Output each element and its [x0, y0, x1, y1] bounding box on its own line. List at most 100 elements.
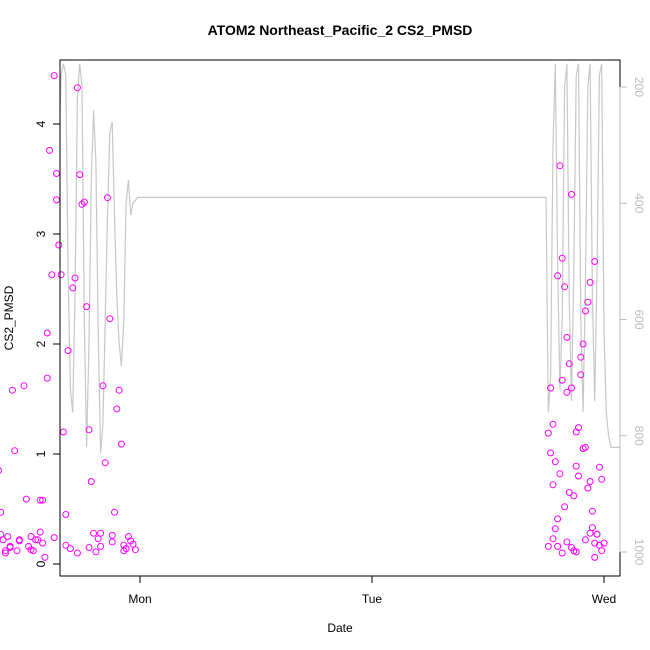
data-point — [90, 529, 98, 537]
data-point — [593, 530, 601, 538]
y-tick-label: 0 — [34, 560, 48, 567]
data-point — [554, 272, 562, 280]
data-point — [113, 405, 121, 413]
data-point — [563, 538, 571, 546]
data-point — [563, 388, 571, 396]
data-point — [6, 542, 14, 550]
data-point — [122, 545, 130, 553]
x-tick-label: Wed — [592, 592, 616, 606]
data-point — [575, 472, 582, 480]
data-point — [101, 459, 109, 467]
data-point — [71, 274, 79, 282]
data-point — [572, 548, 580, 556]
data-point — [1, 547, 9, 555]
data-point — [83, 303, 91, 311]
data-point — [39, 496, 47, 504]
data-point — [565, 489, 573, 496]
data-point — [8, 386, 16, 394]
data-point — [66, 545, 74, 553]
data-point — [588, 507, 596, 515]
data-point — [73, 84, 81, 92]
data-point — [584, 484, 592, 492]
data-point — [0, 508, 5, 516]
data-point — [568, 544, 575, 551]
data-point — [64, 347, 72, 355]
y-axis-label: CS2_PMSD — [2, 285, 16, 350]
data-point — [558, 254, 566, 262]
data-point — [579, 445, 587, 452]
data-point — [50, 534, 58, 542]
data-point — [97, 529, 105, 537]
data-point — [76, 171, 84, 179]
data-point — [50, 72, 58, 80]
data-point — [1, 549, 9, 557]
data-point — [551, 525, 559, 533]
data-point — [13, 547, 21, 555]
data-point — [27, 533, 35, 540]
data-point — [99, 382, 107, 390]
depth-series-line — [60, 63, 620, 454]
data-point — [570, 492, 578, 500]
data-point — [577, 371, 585, 379]
x-tick-label: Tue — [362, 592, 383, 606]
data-point — [565, 360, 573, 368]
chart-title: ATOM2 Northeast_Pacific_2 CS2_PMSD — [208, 22, 473, 38]
data-point — [117, 440, 125, 448]
data-point — [36, 528, 44, 536]
data-point — [568, 190, 575, 198]
data-point — [36, 496, 44, 504]
data-point — [554, 515, 562, 523]
data-point — [598, 475, 606, 483]
data-point — [104, 194, 111, 202]
points-layer — [0, 72, 608, 561]
data-point — [73, 549, 81, 557]
data-point — [85, 544, 93, 551]
data-point — [111, 508, 118, 516]
data-point — [131, 546, 139, 554]
data-point — [20, 382, 28, 390]
data-point — [80, 198, 88, 206]
data-point — [586, 478, 594, 485]
data-point — [97, 542, 105, 550]
data-point — [591, 258, 599, 265]
data-point — [108, 531, 116, 539]
data-point — [85, 426, 93, 434]
data-point — [69, 284, 77, 292]
data-point — [554, 542, 562, 550]
data-point — [575, 424, 582, 432]
data-point — [558, 549, 566, 557]
data-point — [92, 548, 100, 556]
data-point — [584, 298, 592, 306]
data-point — [62, 541, 70, 549]
y-tick-label: 2 — [34, 340, 48, 347]
depth-line-layer — [60, 63, 620, 454]
data-point — [43, 374, 51, 382]
data-point — [579, 340, 587, 348]
data-point — [586, 278, 594, 286]
data-point — [108, 538, 116, 546]
data-point — [22, 495, 30, 503]
data-point — [15, 537, 23, 545]
y2-tick-label: 800 — [632, 426, 646, 446]
data-point — [595, 463, 603, 471]
y2-tick-label: 400 — [632, 193, 646, 213]
data-point — [558, 376, 566, 384]
y2-tick-label: 200 — [632, 77, 646, 97]
data-point — [0, 530, 5, 538]
data-point — [55, 241, 63, 249]
x-tick-label: Mon — [128, 592, 151, 606]
data-point — [43, 329, 51, 337]
data-point — [547, 384, 555, 392]
data-point — [544, 542, 552, 550]
data-point — [556, 162, 564, 170]
data-point — [561, 283, 569, 291]
data-point — [581, 307, 589, 315]
data-point — [4, 533, 12, 540]
data-point — [32, 536, 40, 544]
data-point — [591, 553, 599, 561]
data-point — [57, 271, 65, 279]
data-point — [568, 384, 575, 392]
data-point — [600, 539, 608, 547]
